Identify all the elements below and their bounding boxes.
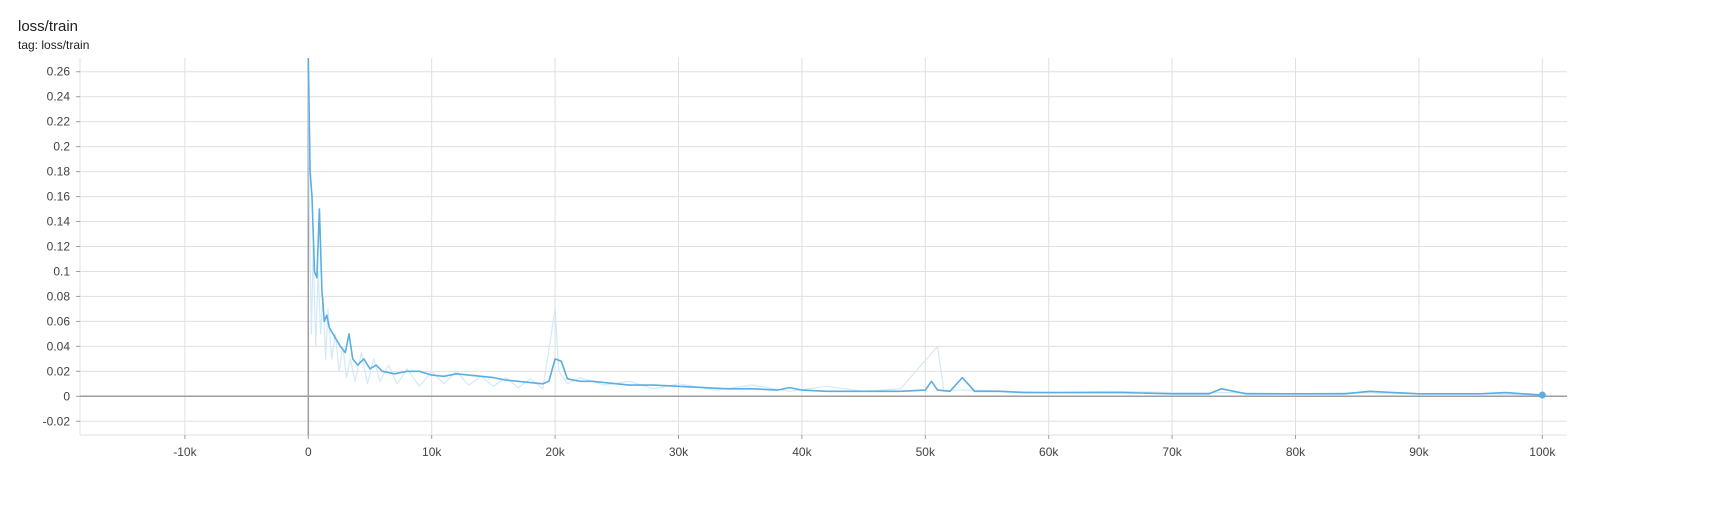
y-tick-label: -0.02 — [43, 414, 71, 428]
tick-label-layer: -0.02 0 0.02 0.04 0.06 0.08 0.1 0.12 0.14 0.16 0.1… — [43, 65, 1557, 459]
y-tick-label: 0.1 — [53, 264, 70, 278]
x-tick-label: 100k — [1529, 445, 1556, 459]
x-tick-label: 10k — [422, 445, 442, 459]
x-tick-label: 50k — [916, 445, 936, 459]
y-tick-label: 0.12 — [47, 240, 71, 254]
x-tick-label: 0 — [305, 445, 312, 459]
y-tick-label: 0.22 — [47, 115, 71, 129]
chart-subtitle: tag: loss/train — [18, 38, 90, 52]
chart-title: loss/train — [18, 18, 79, 35]
x-tick-label: 90k — [1409, 445, 1429, 459]
y-tick-label: 0.08 — [47, 289, 71, 303]
x-tick-label: 70k — [1162, 445, 1182, 459]
x-tick-label: 30k — [669, 445, 689, 459]
y-tick-label: 0.14 — [47, 215, 71, 229]
smoothed-loss-line — [307, 59, 1543, 396]
y-tick-label: 0.2 — [53, 140, 70, 154]
x-tick-label: -10k — [173, 445, 197, 459]
y-tick-label: 0.04 — [47, 339, 71, 353]
x-tick-label: 20k — [545, 445, 565, 459]
y-tick-label: 0 — [63, 389, 70, 403]
y-tick-label: 0.18 — [47, 165, 71, 179]
y-tick-label: 0.16 — [47, 190, 71, 204]
axis-layer — [76, 58, 1567, 439]
y-tick-label: 0.06 — [47, 314, 71, 328]
y-tick-label: 0.02 — [47, 364, 71, 378]
last-point-marker — [1538, 391, 1546, 399]
y-tick-label: 0.26 — [47, 65, 71, 79]
x-tick-label: 60k — [1039, 445, 1059, 459]
grid-layer — [80, 58, 1567, 435]
y-tick-label: 0.24 — [47, 90, 71, 104]
raw-loss-line — [307, 71, 1543, 396]
series-layer — [307, 59, 1546, 399]
x-tick-label: 40k — [792, 445, 812, 459]
x-tick-label: 80k — [1286, 445, 1306, 459]
